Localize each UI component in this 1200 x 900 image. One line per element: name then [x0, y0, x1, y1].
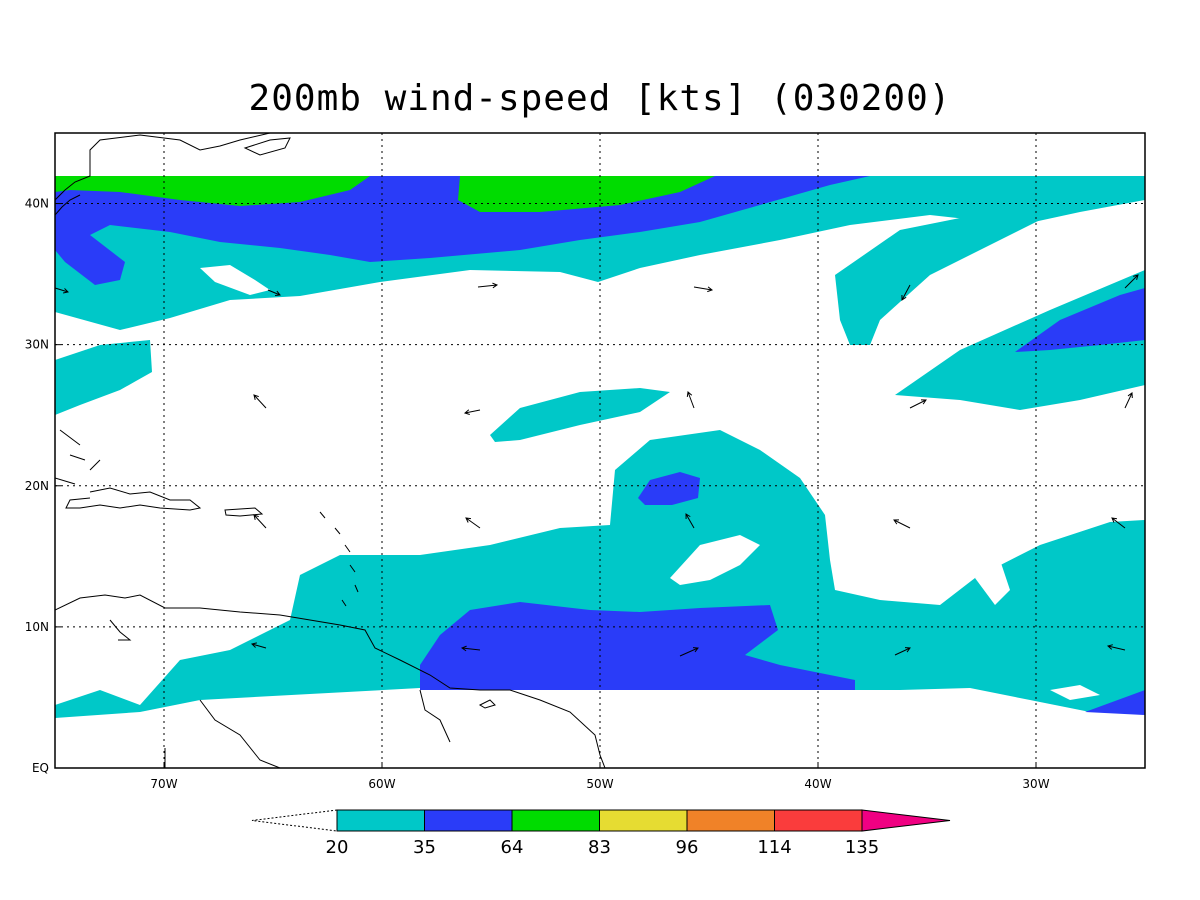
- colorbar: 20 35 64 83 96 114 135: [251, 809, 951, 858]
- coast-cuba-hispaniola: [55, 477, 202, 511]
- calm-hole-4: [1050, 685, 1100, 700]
- map-title: 200mb wind-speed [kts] (030200): [248, 78, 952, 119]
- wind-arrow: [460, 645, 481, 652]
- wind-arrow: [693, 286, 714, 293]
- colorbar-level-label: 135: [845, 837, 879, 858]
- blue-cyclone-core: [638, 472, 700, 505]
- wind-arrow: [679, 647, 699, 657]
- coast-nova-scotia: [243, 137, 291, 156]
- wind-arrow: [685, 513, 695, 529]
- cyan-east-patch: [895, 270, 1145, 410]
- colorbar-level-label: 35: [413, 837, 436, 858]
- lat-tick-label: 10N: [25, 620, 49, 634]
- blue-east-core: [1015, 288, 1145, 352]
- lat-tick-label: 20N: [25, 479, 49, 493]
- blue-south-core: [420, 602, 855, 690]
- wind-arrow: [55, 287, 69, 294]
- colorbar-level-label: 64: [501, 837, 524, 858]
- wind-arrow: [465, 517, 481, 529]
- calm-hole-3: [975, 560, 1010, 605]
- wind-arrow: [901, 284, 911, 301]
- coast-bahamas: [59, 429, 101, 471]
- colorbar-segment: [599, 809, 688, 832]
- wind-arrow: [463, 409, 481, 415]
- wind-vectors: [55, 274, 1139, 657]
- lat-tick-label: 30N: [25, 338, 49, 352]
- coast-lesser-antilles: [319, 511, 359, 607]
- cyan-south-band: [55, 430, 1145, 718]
- lat-tick-label: EQ: [32, 761, 49, 775]
- jet-green-center: [458, 176, 715, 212]
- lon-tick-label: 30W: [1022, 777, 1049, 791]
- wind-arrow: [1106, 644, 1126, 651]
- wind-arrow: [686, 391, 695, 409]
- cyan-west-patch: [55, 340, 152, 415]
- colorbar-segment: [774, 809, 863, 832]
- axis-ticks: 70W 60W 50W 40W 30W EQ 10N 20N 30N 40N: [25, 197, 1050, 791]
- coast-puerto-rico: [224, 507, 264, 517]
- colorbar-level-label: 114: [757, 837, 791, 858]
- coast-north-america: [55, 133, 271, 216]
- blue-se-corner: [1085, 690, 1145, 715]
- colorbar-segment: [686, 809, 775, 832]
- colorbar-segment: [336, 809, 425, 832]
- wind-arrow: [477, 282, 499, 289]
- wind-arrow: [894, 647, 911, 656]
- coast-south-america: [55, 594, 606, 768]
- colorbar-level-label: 96: [676, 837, 699, 858]
- lon-tick-label: 70W: [150, 777, 177, 791]
- coastlines: [55, 133, 606, 768]
- colorbar-low-triangle: [251, 809, 338, 832]
- lat-tick-label: 40N: [25, 197, 49, 211]
- jet-green-west: [55, 176, 370, 206]
- wind-arrow: [1124, 392, 1133, 409]
- grid-lines: [55, 133, 1145, 768]
- wind-arrow: [909, 399, 927, 409]
- lon-tick-label: 60W: [368, 777, 395, 791]
- colorbar-level-label: 20: [326, 837, 349, 858]
- wind-arrow: [250, 642, 267, 649]
- lon-tick-label: 50W: [586, 777, 613, 791]
- wind-arrow: [253, 514, 267, 529]
- cyan-ne-patch: [835, 188, 1100, 345]
- coast-guianas-interior: [419, 689, 496, 743]
- colorbar-segment: [511, 809, 600, 832]
- colorbar-segment: [424, 809, 513, 832]
- wind-arrow: [253, 394, 267, 409]
- colorbar-high-triangle: [861, 809, 951, 832]
- calm-hole-1: [200, 265, 270, 295]
- cyan-center-patch: [490, 388, 670, 442]
- wind-arrow: [267, 289, 281, 297]
- lon-tick-label: 40W: [804, 777, 831, 791]
- wind-arrow: [1124, 274, 1139, 289]
- calm-hole-2: [670, 535, 760, 585]
- wind-arrow: [893, 519, 911, 529]
- colorbar-level-label: 83: [588, 837, 611, 858]
- wind-arrow: [1111, 517, 1126, 529]
